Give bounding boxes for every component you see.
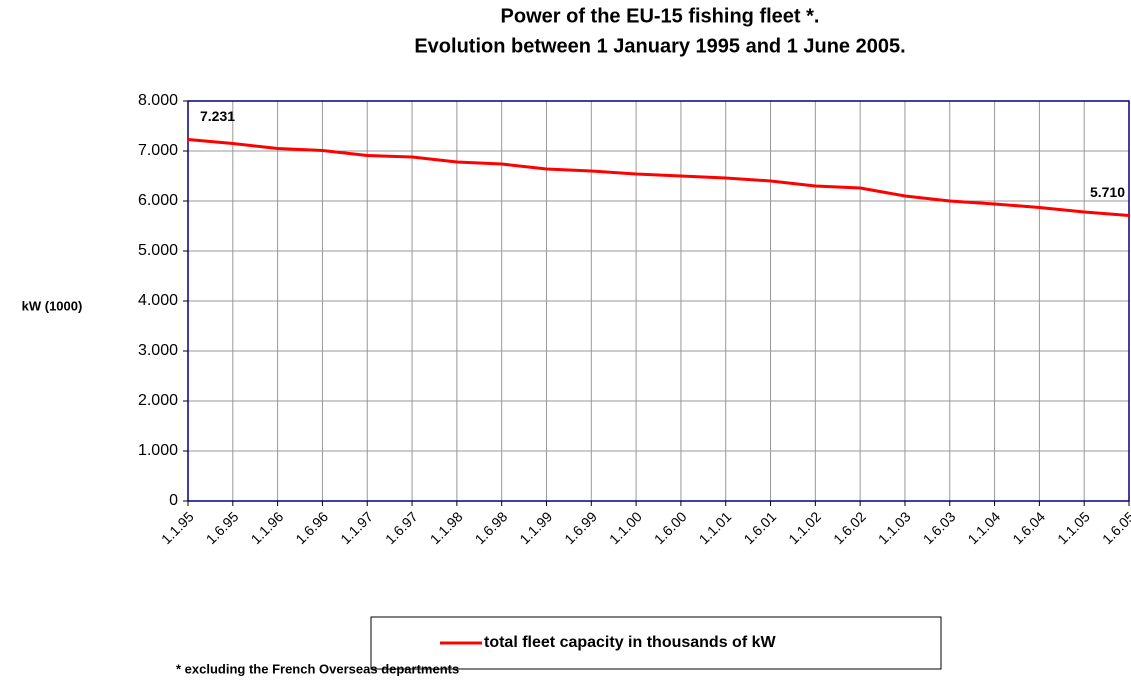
x-tick-label: 1.6.00 xyxy=(651,508,690,547)
x-tick-label: 1.1.98 xyxy=(427,508,466,547)
x-tick-label: 1.6.03 xyxy=(920,508,959,547)
x-tick-label: 1.6.99 xyxy=(561,508,600,547)
x-tick-label: 1.6.01 xyxy=(740,508,779,547)
x-tick-label: 1.6.04 xyxy=(1009,508,1048,547)
data-label: 7.231 xyxy=(200,108,235,124)
y-tick-label: 0 xyxy=(169,492,178,509)
plot-border xyxy=(187,100,1130,502)
x-tick-label: 1.1.99 xyxy=(516,508,555,547)
x-tick-label: 1.6.02 xyxy=(830,508,869,547)
y-axis-label: kW (1000) xyxy=(22,298,83,313)
x-tick-label: 1.6.96 xyxy=(292,508,331,547)
y-tick-label: 4.000 xyxy=(138,292,178,309)
y-tick-label: 2.000 xyxy=(138,392,178,409)
x-tick-label: 1.6.05 xyxy=(1099,508,1131,547)
x-tick-label: 1.1.05 xyxy=(1054,508,1093,547)
x-tick-label: 1.1.96 xyxy=(248,508,287,547)
x-tick-label: 1.1.03 xyxy=(875,508,914,547)
data-line xyxy=(187,137,1130,217)
x-tick-label: 1.1.95 xyxy=(158,508,197,547)
y-tick-label: 1.000 xyxy=(138,442,178,459)
x-tick-label: 1.6.97 xyxy=(382,508,421,547)
x-tick-label: 1.6.98 xyxy=(472,508,511,547)
x-tick-label: 1.1.04 xyxy=(964,508,1003,547)
x-tick-label: 1.1.97 xyxy=(337,508,376,547)
x-tick-label: 1.1.01 xyxy=(696,508,735,547)
x-tick-label: 1.1.00 xyxy=(606,508,645,547)
chart-subtitle: Evolution between 1 January 1995 and 1 J… xyxy=(414,35,905,57)
y-tick-label: 6.000 xyxy=(138,192,178,209)
y-tick-label: 5.000 xyxy=(138,242,178,259)
x-tick-label: 1.1.02 xyxy=(785,508,824,547)
footnote: * excluding the French Overseas departme… xyxy=(176,661,459,676)
y-tick-label: 3.000 xyxy=(138,342,178,359)
legend-label: total fleet capacity in thousands of kW xyxy=(484,634,776,651)
y-tick-label: 8.000 xyxy=(138,92,178,109)
y-tick-label: 7.000 xyxy=(138,142,178,159)
x-tick-label: 1.6.95 xyxy=(203,508,242,547)
data-label: 5.710 xyxy=(1090,184,1125,200)
chart-title: Power of the EU-15 fishing fleet *. xyxy=(501,5,820,27)
